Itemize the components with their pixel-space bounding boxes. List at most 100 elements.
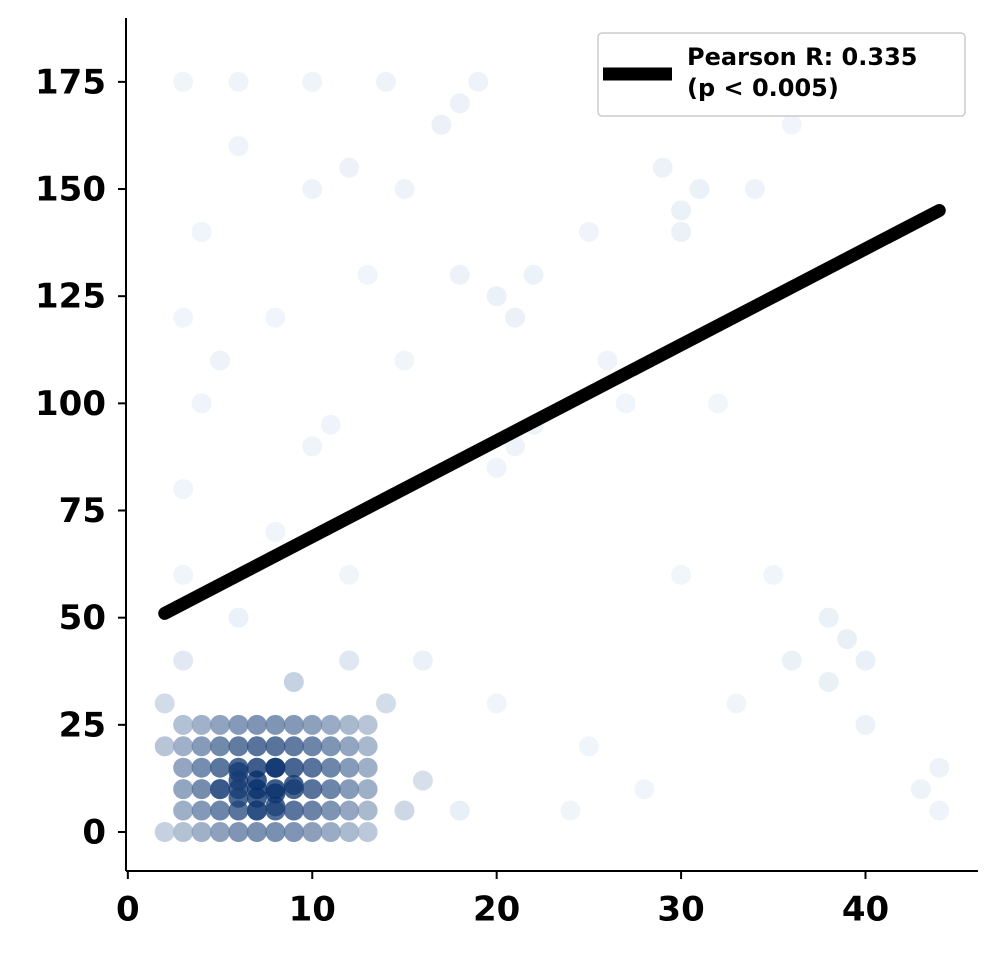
y-tick-label: 50 [59, 598, 106, 638]
point [191, 757, 212, 778]
point [671, 200, 692, 221]
x-tick-label: 0 [116, 890, 140, 930]
point [486, 286, 507, 307]
point [265, 779, 286, 800]
point [744, 179, 765, 200]
point [505, 436, 526, 457]
legend-box [597, 32, 966, 117]
point [726, 693, 747, 714]
point [210, 757, 231, 778]
point [302, 436, 323, 457]
point [191, 714, 212, 735]
point [302, 714, 323, 735]
point [210, 779, 231, 800]
point [578, 736, 599, 757]
point [339, 800, 360, 821]
point [634, 779, 655, 800]
point [228, 71, 249, 92]
point [228, 821, 249, 842]
point [265, 714, 286, 735]
point [173, 714, 194, 735]
point [154, 693, 175, 714]
point [929, 800, 950, 821]
point [283, 671, 304, 692]
point [339, 157, 360, 178]
point [910, 779, 931, 800]
point [320, 779, 341, 800]
point [228, 714, 249, 735]
point [283, 800, 304, 821]
point [781, 114, 802, 135]
point [320, 736, 341, 757]
point [246, 770, 267, 791]
point [339, 821, 360, 842]
point [357, 821, 378, 842]
y-tick-label: 175 [35, 62, 106, 102]
point [412, 650, 433, 671]
point [320, 757, 341, 778]
point [449, 93, 470, 114]
point [283, 774, 304, 795]
point [173, 821, 194, 842]
point [191, 393, 212, 414]
point [707, 393, 728, 414]
point [486, 457, 507, 478]
point [191, 800, 212, 821]
point [505, 307, 526, 328]
point [283, 821, 304, 842]
point [339, 714, 360, 735]
point [468, 71, 489, 92]
point [210, 821, 231, 842]
point [486, 693, 507, 714]
y-tick-label: 100 [35, 384, 106, 424]
legend-label: Pearson R: 0.335 (p < 0.005) [687, 43, 917, 102]
point [265, 736, 286, 757]
point [265, 821, 286, 842]
point [302, 736, 323, 757]
point [357, 264, 378, 285]
point [191, 736, 212, 757]
point [357, 736, 378, 757]
point [615, 393, 636, 414]
point [763, 564, 784, 585]
point [302, 179, 323, 200]
point [320, 414, 341, 435]
point [173, 564, 194, 585]
point [449, 264, 470, 285]
y-tick-label: 25 [59, 705, 106, 745]
point [376, 693, 397, 714]
point [357, 714, 378, 735]
point [929, 757, 950, 778]
point [578, 221, 599, 242]
point [302, 71, 323, 92]
point [228, 770, 249, 791]
point [173, 800, 194, 821]
point [339, 757, 360, 778]
point [173, 307, 194, 328]
point [246, 736, 267, 757]
point [210, 800, 231, 821]
point [339, 650, 360, 671]
point [173, 650, 194, 671]
point [246, 821, 267, 842]
point [173, 479, 194, 500]
point [283, 757, 304, 778]
y-tick-label: 75 [59, 491, 106, 531]
point [394, 179, 415, 200]
regression-line [158, 203, 946, 620]
point [265, 521, 286, 542]
point [302, 779, 323, 800]
point [154, 821, 175, 842]
point [449, 800, 470, 821]
point [173, 736, 194, 757]
point [394, 800, 415, 821]
point [191, 779, 212, 800]
point [671, 221, 692, 242]
point [781, 650, 802, 671]
point [652, 157, 673, 178]
point [412, 770, 433, 791]
point [246, 714, 267, 735]
point [855, 650, 876, 671]
point [339, 736, 360, 757]
